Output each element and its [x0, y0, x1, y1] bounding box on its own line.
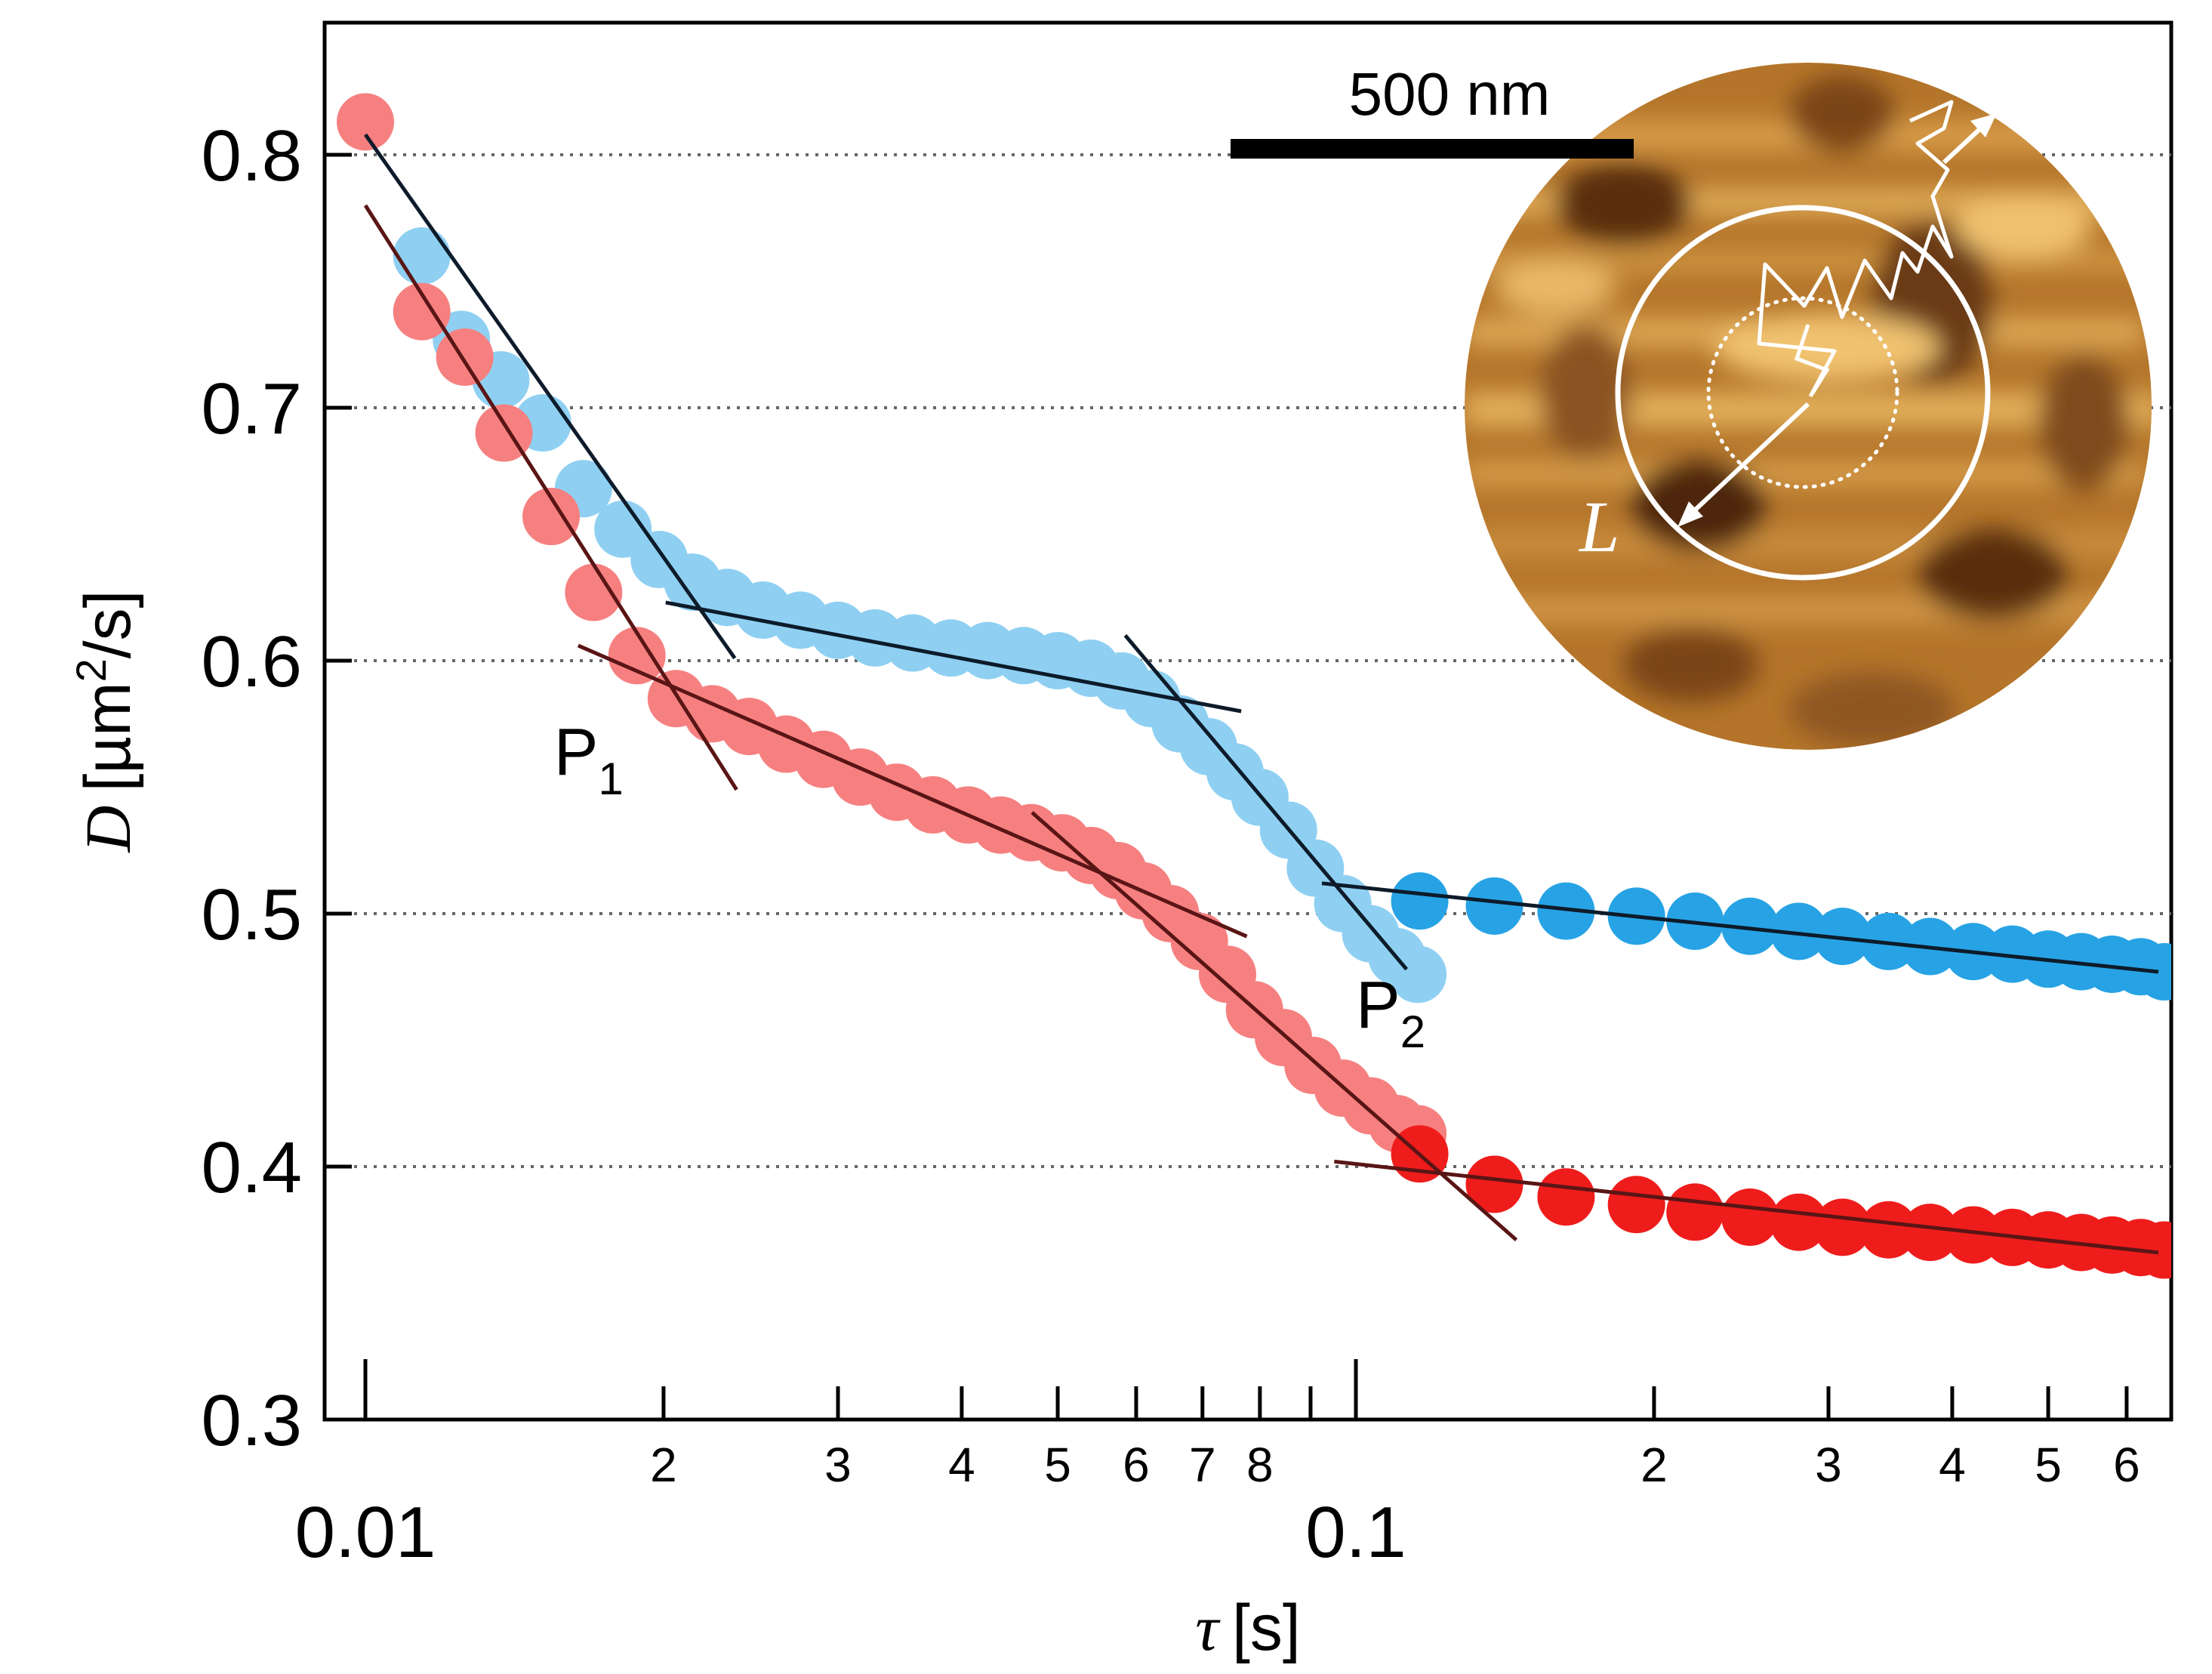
x-axis-title: τ [s]: [1195, 1592, 1301, 1664]
data-point-red: [608, 627, 666, 685]
x-minor-tick-label: 5: [1044, 1438, 1071, 1492]
data-point-blue: [1389, 945, 1447, 1003]
data-point-red: [565, 563, 623, 621]
data-point-red: [1901, 1204, 1959, 1262]
x-minor-tick-label: 6: [2113, 1438, 2140, 1492]
trajectory-arrowhead: [1970, 113, 1997, 137]
scale-bar: [1231, 139, 1634, 159]
x-minor-tick-label: 4: [1939, 1438, 1966, 1492]
annotation-label: P1: [554, 714, 624, 804]
trajectory-path: [1757, 100, 1954, 398]
data-point-red: [436, 328, 494, 386]
data-point-red: [522, 488, 581, 546]
fit-line: [577, 643, 1248, 939]
radius-arrowhead: [1677, 501, 1703, 527]
fit-line: [363, 133, 737, 660]
fit-line: [1031, 811, 1518, 1242]
radius-arrow: [1685, 402, 1810, 519]
annotations: P1 P2: [554, 714, 1425, 1057]
fit-line: [1334, 1159, 2159, 1255]
data-point-red: [1607, 1176, 1665, 1234]
x-minor-tick-label: 4: [948, 1438, 975, 1492]
fit-lines: [363, 133, 2159, 1255]
y-tick-label: 0.4: [202, 1127, 302, 1208]
fit-line: [1321, 881, 2159, 974]
y-axis: 0.3 0.4 0.5 0.6 0.7 0.8: [202, 116, 352, 1461]
x-minor-tick-label: 2: [650, 1438, 677, 1492]
data-point-red: [1537, 1168, 1595, 1226]
y-tick-label: 0.8: [202, 116, 302, 196]
data-point-blue: [1721, 897, 1779, 955]
fit-line: [363, 204, 738, 791]
x-minor-tick-label: 5: [2035, 1438, 2062, 1492]
inner-dotted-circle: [1706, 296, 1899, 489]
y-tick-label: 0.7: [202, 368, 302, 449]
y-tick-label: 0.3: [202, 1380, 302, 1461]
data-point-blue: [393, 227, 451, 285]
y-axis-title: D[µm2/s]: [67, 590, 144, 852]
y-tick-label: 0.6: [202, 621, 302, 702]
data-point-blue: [1770, 902, 1828, 960]
x-minor-tick-label: 2: [1641, 1438, 1668, 1492]
y-tick-label: 0.5: [202, 874, 302, 955]
x-minor-tick-label: 6: [1123, 1438, 1150, 1492]
data-point-red: [1465, 1155, 1523, 1213]
data-point-red: [1813, 1198, 1872, 1256]
data-point-red: [2135, 1221, 2171, 1279]
data-point-blue: [1537, 882, 1595, 940]
x-minor-tick-label: 8: [1246, 1438, 1274, 1492]
x-minor-tick-label: 3: [824, 1438, 852, 1492]
fit-line: [1123, 634, 1409, 971]
data-point-red: [1859, 1201, 1918, 1259]
data-point-red: [337, 93, 394, 151]
afm-inset: L: [1465, 63, 2152, 750]
scale-bar-label: 500 nm: [1349, 60, 1551, 128]
data-point-red: [1666, 1183, 1724, 1241]
data-point-blue: [1465, 877, 1523, 935]
x-axis: 0.01 0.12 3 4 5 6 7 8 2 3 4 5 6: [295, 1359, 2140, 1573]
data-point-red: [1721, 1188, 1779, 1246]
data-point-red: [393, 282, 451, 341]
x-minor-tick-label: 7: [1189, 1438, 1216, 1492]
confinement-circle: [1615, 205, 1991, 581]
fit-line: [665, 600, 1242, 714]
data-point-blue: [1391, 872, 1449, 930]
x-major-tick-label: 0.1: [1305, 1492, 1406, 1573]
x-minor-tick-label: 3: [1815, 1438, 1842, 1492]
annotation-label: P2: [1356, 967, 1425, 1057]
x-major-tick-label: 0.01: [295, 1492, 436, 1573]
inset-radius-label: L: [1578, 486, 1619, 567]
data-point-red: [1770, 1193, 1828, 1251]
data-point-blue: [1813, 908, 1872, 966]
